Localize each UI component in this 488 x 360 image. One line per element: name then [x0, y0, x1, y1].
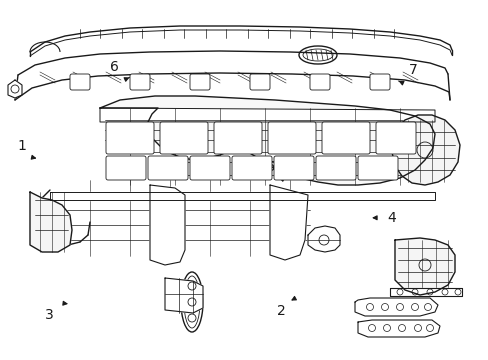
Text: 4: 4 [386, 211, 395, 225]
FancyBboxPatch shape [315, 156, 355, 180]
Text: 8: 8 [125, 125, 134, 138]
Polygon shape [164, 278, 203, 313]
FancyBboxPatch shape [249, 74, 269, 90]
FancyBboxPatch shape [321, 122, 369, 154]
FancyBboxPatch shape [148, 156, 187, 180]
FancyBboxPatch shape [273, 156, 313, 180]
FancyBboxPatch shape [70, 74, 90, 90]
Polygon shape [394, 238, 454, 295]
FancyBboxPatch shape [231, 156, 271, 180]
Text: 2: 2 [276, 305, 285, 318]
Polygon shape [50, 192, 434, 200]
Polygon shape [391, 115, 459, 185]
Text: 5: 5 [266, 161, 275, 174]
Polygon shape [150, 185, 184, 265]
Polygon shape [354, 298, 437, 316]
FancyBboxPatch shape [369, 74, 389, 90]
Polygon shape [389, 288, 461, 296]
FancyBboxPatch shape [106, 156, 146, 180]
Polygon shape [30, 192, 72, 252]
FancyBboxPatch shape [357, 156, 397, 180]
Polygon shape [8, 80, 22, 98]
FancyBboxPatch shape [130, 74, 150, 90]
FancyBboxPatch shape [106, 122, 154, 154]
Text: 6: 6 [110, 60, 119, 73]
Polygon shape [100, 108, 434, 122]
FancyBboxPatch shape [375, 122, 415, 154]
Polygon shape [307, 226, 339, 252]
FancyBboxPatch shape [267, 122, 315, 154]
FancyBboxPatch shape [190, 74, 209, 90]
Polygon shape [100, 96, 434, 185]
Text: 3: 3 [44, 308, 53, 322]
Polygon shape [269, 185, 307, 260]
FancyBboxPatch shape [190, 156, 229, 180]
Polygon shape [357, 320, 439, 337]
FancyBboxPatch shape [309, 74, 329, 90]
Text: 7: 7 [408, 63, 417, 77]
FancyBboxPatch shape [160, 122, 207, 154]
FancyBboxPatch shape [214, 122, 262, 154]
Text: 1: 1 [18, 139, 26, 153]
